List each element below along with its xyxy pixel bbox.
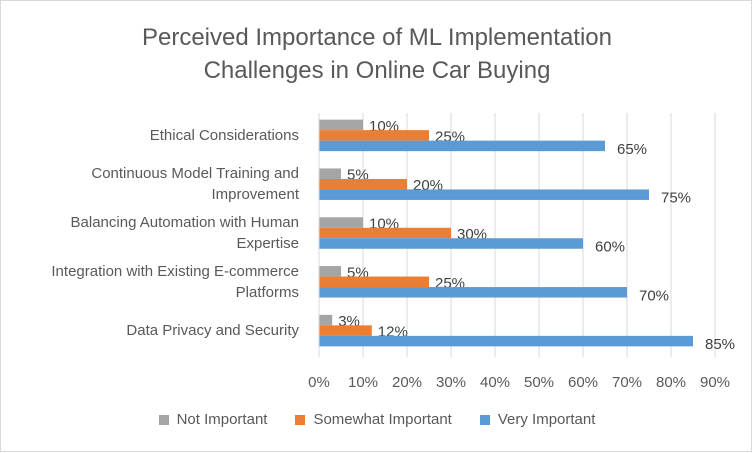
bar xyxy=(319,130,429,141)
chart-legend: Not Important Somewhat Important Very Impo… xyxy=(1,411,752,428)
data-label: 65% xyxy=(617,141,647,158)
legend-item: Very Important xyxy=(479,411,596,428)
category-label: Data Privacy and Security xyxy=(126,322,299,340)
x-tick-label: 70% xyxy=(612,374,642,391)
x-tick-label: 40% xyxy=(480,374,510,391)
data-label: 85% xyxy=(705,336,735,353)
x-tick-label: 90% xyxy=(700,374,730,391)
legend-swatch xyxy=(479,414,490,425)
legend-label: Very Important xyxy=(497,411,596,428)
bar xyxy=(319,227,451,239)
chart-title: Perceived Importance of ML Implementatio… xyxy=(141,24,612,84)
x-tick-label: 80% xyxy=(656,374,686,391)
data-label: 70% xyxy=(639,287,669,304)
x-tick-label: 60% xyxy=(568,374,598,391)
x-tick-label: 30% xyxy=(436,374,466,391)
bar xyxy=(319,238,583,249)
bar xyxy=(319,335,693,347)
category-label: Balancing Automation with Human Expertis… xyxy=(70,214,299,252)
category-label: Integration with Existing E-commerce Pla… xyxy=(51,262,299,301)
data-label: 75% xyxy=(661,190,691,207)
legend-swatch xyxy=(158,414,169,425)
bar xyxy=(319,314,333,326)
x-tick-label: 10% xyxy=(348,374,378,391)
x-tick-label: 50% xyxy=(524,374,554,391)
bar xyxy=(319,140,605,152)
legend-item: Somewhat Important xyxy=(295,411,452,428)
bar xyxy=(319,325,372,336)
bar xyxy=(319,266,341,277)
bar xyxy=(319,178,407,190)
category-label: Continuous Model Training and Improvemen… xyxy=(91,165,299,204)
legend-swatch xyxy=(295,414,306,425)
bar xyxy=(319,217,363,228)
bar xyxy=(319,168,341,179)
legend-label: Not Important xyxy=(176,411,268,428)
bar xyxy=(319,287,627,298)
data-label: 60% xyxy=(595,239,625,256)
bar xyxy=(319,276,429,288)
legend-item: Not Important xyxy=(158,411,268,428)
legend-label: Somewhat Important xyxy=(313,411,452,428)
category-label: Ethical Considerations xyxy=(149,126,299,144)
x-tick-label: 0% xyxy=(308,374,330,391)
bar xyxy=(319,189,649,200)
bar xyxy=(319,119,363,131)
x-tick-label: 20% xyxy=(392,374,422,391)
